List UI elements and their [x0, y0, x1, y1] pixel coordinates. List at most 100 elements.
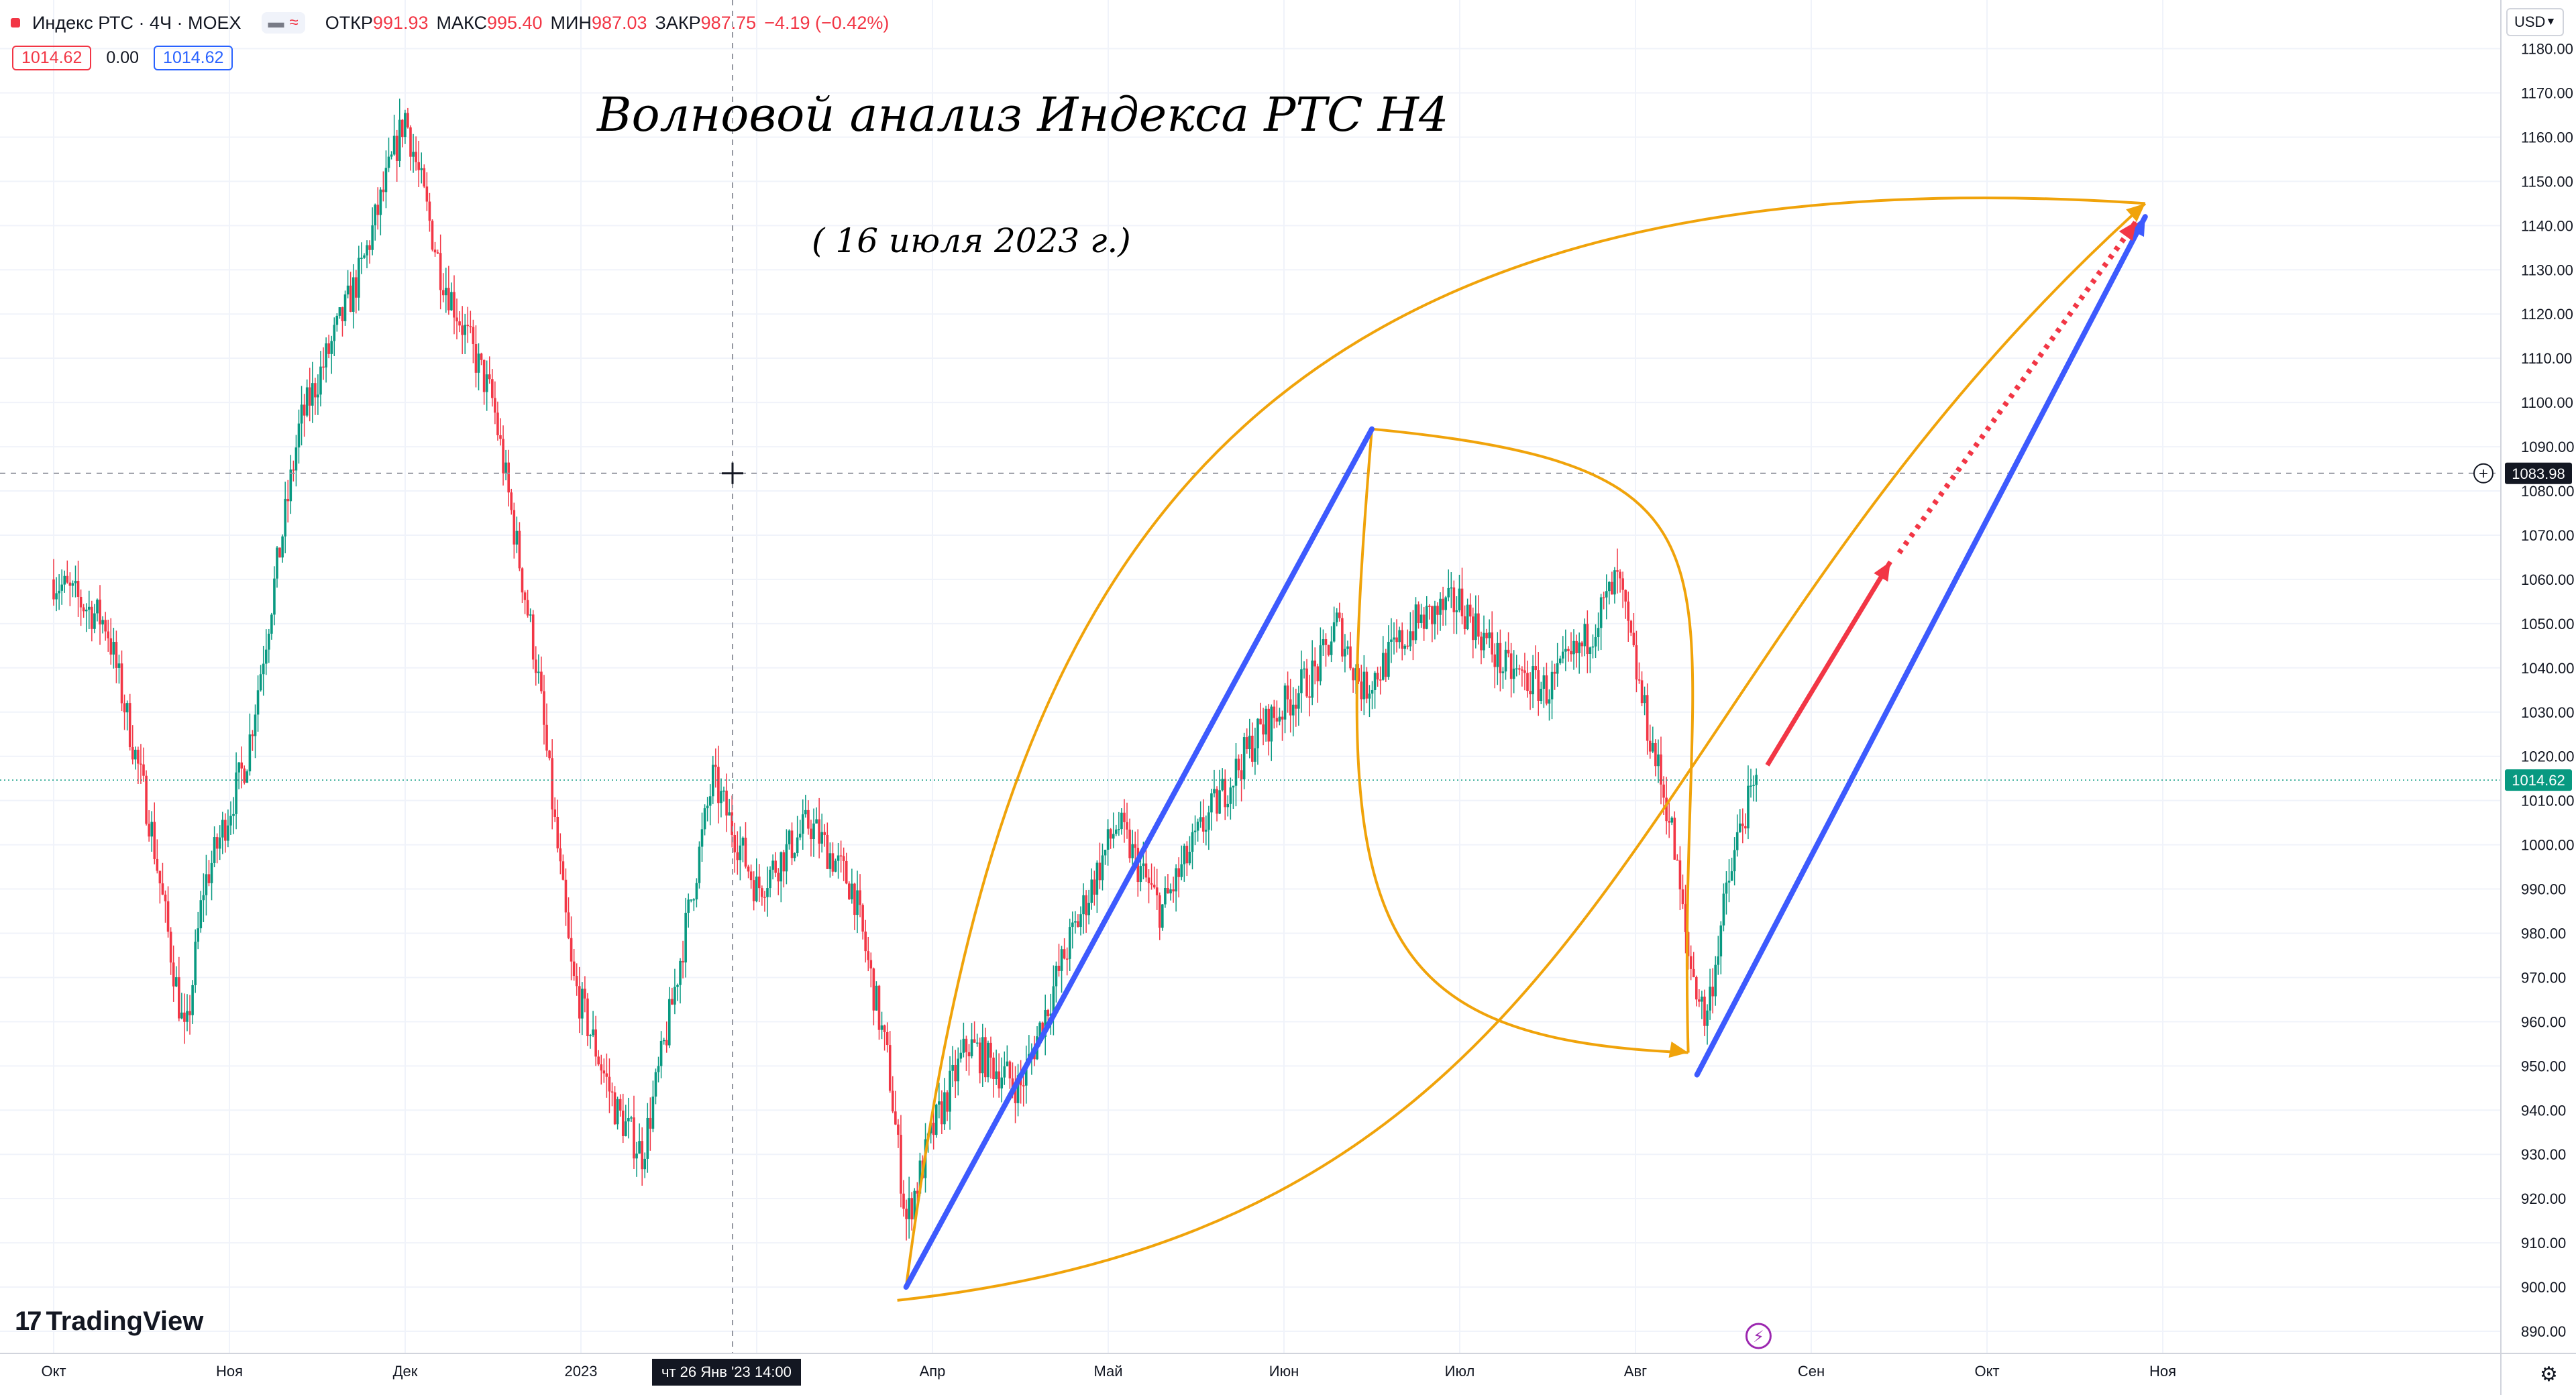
candle-body	[387, 156, 390, 168]
candle-body	[423, 168, 426, 187]
lightning-icon[interactable]	[1745, 1323, 1772, 1349]
candle-body	[649, 1117, 652, 1129]
y-tick-label: 990.00	[2521, 881, 2566, 898]
candle-body	[1210, 793, 1213, 813]
candle-body	[780, 852, 783, 882]
x-tick-label: Окт	[41, 1363, 66, 1380]
gear-icon[interactable]: ⚙	[2540, 1363, 2558, 1386]
candle-body	[1319, 645, 1322, 681]
candle-body	[981, 1037, 984, 1074]
buy-price-button[interactable]: 1014.62	[154, 45, 233, 70]
candle-body	[1594, 637, 1597, 647]
candle-body	[384, 168, 388, 192]
candle-body	[1567, 649, 1570, 651]
candle-body	[1684, 904, 1687, 932]
candle-body	[949, 1070, 951, 1112]
candle-body	[229, 816, 232, 826]
candle-body	[769, 869, 771, 889]
candle-body	[1521, 669, 1523, 671]
candle-body	[722, 790, 725, 792]
candle-body	[757, 877, 761, 889]
candle-body	[1265, 708, 1267, 735]
candle-body	[788, 830, 791, 844]
candle-body	[180, 1012, 183, 1019]
candle-body	[1262, 724, 1265, 735]
candle-body	[834, 860, 837, 872]
candle-body	[916, 1190, 919, 1194]
candle-body	[736, 852, 739, 860]
candle-body	[905, 1209, 908, 1219]
candle-body	[744, 838, 747, 867]
candle-body	[1014, 1087, 1017, 1103]
candle-body	[845, 860, 848, 884]
candle-body	[1629, 620, 1633, 633]
candle-body	[1381, 653, 1385, 680]
candle-body	[815, 819, 818, 824]
high-value: 995.40	[486, 12, 543, 33]
open-value: 991.93	[372, 12, 429, 33]
close-label: ЗАКР	[655, 12, 701, 33]
candle-body	[371, 225, 374, 250]
candle-body	[662, 1040, 665, 1042]
candle-body	[564, 879, 568, 913]
candle-body	[1352, 668, 1354, 681]
legend-toggle-pill[interactable]: ▬ ≈	[261, 12, 305, 34]
candle-body	[1434, 606, 1436, 624]
candle-body	[1313, 660, 1317, 667]
candle-body	[1515, 668, 1518, 670]
candle-body	[1286, 685, 1289, 700]
candle-body	[766, 888, 769, 897]
y-tick-label: 1040.00	[2521, 660, 2575, 677]
candle-body	[401, 119, 404, 137]
candle-body	[600, 1064, 603, 1071]
candle-body	[1518, 668, 1521, 670]
candle-body	[472, 327, 475, 345]
candle-body	[720, 791, 722, 803]
candle-body	[281, 536, 284, 558]
candle-body	[1161, 904, 1164, 928]
x-tick-label: Ноя	[2149, 1363, 2176, 1380]
candle-body	[690, 899, 693, 901]
candle-body	[1185, 846, 1189, 864]
candle-body	[183, 1012, 186, 1022]
candle-body	[494, 398, 496, 413]
candle-body	[867, 951, 870, 960]
candle-body	[1098, 862, 1102, 881]
candle-body	[1082, 895, 1085, 915]
candle-body	[894, 1111, 897, 1125]
candle-body	[946, 1092, 949, 1112]
candle-body	[1049, 1013, 1053, 1017]
candle-body	[938, 1101, 941, 1105]
candle-body	[85, 610, 88, 612]
candle-body	[540, 671, 543, 691]
currency-select[interactable]: USD ▼	[2506, 8, 2564, 36]
candle-body	[292, 469, 295, 471]
y-tick-label: 1120.00	[2521, 306, 2573, 323]
candle-body	[382, 189, 385, 192]
candle-body	[1229, 787, 1232, 804]
chart-annotation-title: Волновой анализ Индекса РТС Н4	[597, 87, 1449, 142]
grid-lines	[0, 0, 2501, 1353]
candle-body	[1640, 680, 1644, 704]
candle-body	[1570, 651, 1572, 655]
candle-body	[161, 883, 164, 895]
y-tick-label: 1010.00	[2521, 793, 2575, 810]
candle-body	[851, 883, 853, 899]
candle-body	[109, 638, 113, 655]
candle-body	[888, 1045, 892, 1091]
candle-body	[60, 584, 63, 591]
candle-body	[99, 600, 101, 625]
candle-body	[1578, 643, 1580, 653]
tradingview-logo[interactable]: 17 TradingView	[15, 1306, 203, 1337]
sell-price-button[interactable]: 1014.62	[12, 45, 92, 70]
symbol-title[interactable]: Индекс РТС · 4Ч · MOEX	[32, 12, 241, 33]
candle-body	[1256, 718, 1259, 748]
candle-body	[796, 837, 799, 854]
candle-body	[237, 762, 240, 773]
candle-body	[125, 703, 129, 713]
candle-body	[684, 912, 687, 963]
add-alert-icon[interactable]	[2473, 463, 2493, 484]
candle-body	[1635, 645, 1638, 680]
candle-body	[1300, 669, 1303, 693]
